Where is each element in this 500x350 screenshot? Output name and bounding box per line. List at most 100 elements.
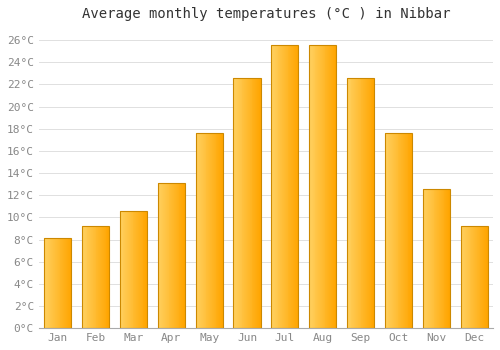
Bar [249,78,250,328]
Bar [472,226,473,328]
Bar [392,133,393,328]
Bar [486,226,487,328]
Bar [405,133,406,328]
Bar [178,183,180,328]
Bar [236,78,237,328]
Bar [234,78,260,328]
Bar [62,238,63,328]
Bar [248,78,249,328]
Bar [329,44,330,328]
Bar [246,78,247,328]
Bar [320,44,321,328]
Bar [484,226,485,328]
Bar [218,133,219,328]
Bar [166,183,167,328]
Bar [440,189,441,328]
Bar [163,183,164,328]
Bar [245,78,246,328]
Bar [65,238,66,328]
Bar [402,133,403,328]
Bar [124,211,126,328]
Bar [438,189,439,328]
Bar [480,226,482,328]
Bar [254,78,255,328]
Bar [441,189,442,328]
Bar [483,226,484,328]
Bar [406,133,408,328]
Bar [67,238,68,328]
Bar [470,226,472,328]
Bar [410,133,411,328]
Bar [221,133,222,328]
Bar [285,44,286,328]
Bar [211,133,212,328]
Bar [208,133,209,328]
Bar [426,189,427,328]
Bar [386,133,388,328]
Bar [478,226,480,328]
Bar [240,78,242,328]
Bar [258,78,259,328]
Bar [175,183,176,328]
Bar [106,226,108,328]
Bar [424,189,426,328]
Bar [83,226,84,328]
Bar [286,44,288,328]
Bar [394,133,395,328]
Bar [201,133,202,328]
Bar [462,226,463,328]
Bar [198,133,199,328]
Bar [138,211,139,328]
Bar [144,211,146,328]
Bar [434,189,436,328]
Bar [403,133,404,328]
Bar [120,211,147,328]
Bar [58,238,59,328]
Bar [364,78,365,328]
Bar [132,211,134,328]
Bar [476,226,477,328]
Bar [257,78,258,328]
Bar [347,78,348,328]
Bar [158,183,160,328]
Bar [209,133,210,328]
Bar [101,226,102,328]
Bar [281,44,282,328]
Bar [312,44,314,328]
Bar [316,44,318,328]
Bar [206,133,208,328]
Bar [350,78,352,328]
Bar [130,211,132,328]
Bar [437,189,438,328]
Bar [247,78,248,328]
Bar [256,78,257,328]
Bar [84,226,86,328]
Bar [271,44,272,328]
Bar [436,189,437,328]
Bar [238,78,239,328]
Bar [372,78,374,328]
Bar [464,226,465,328]
Bar [271,44,298,328]
Bar [216,133,218,328]
Bar [53,238,54,328]
Bar [411,133,412,328]
Bar [219,133,220,328]
Bar [70,238,72,328]
Bar [45,238,46,328]
Bar [275,44,276,328]
Bar [180,183,182,328]
Bar [142,211,144,328]
Bar [393,133,394,328]
Bar [295,44,296,328]
Bar [93,226,94,328]
Bar [202,133,203,328]
Bar [120,211,122,328]
Bar [184,183,185,328]
Bar [220,133,221,328]
Bar [134,211,136,328]
Bar [168,183,170,328]
Bar [128,211,129,328]
Bar [57,238,58,328]
Bar [255,78,256,328]
